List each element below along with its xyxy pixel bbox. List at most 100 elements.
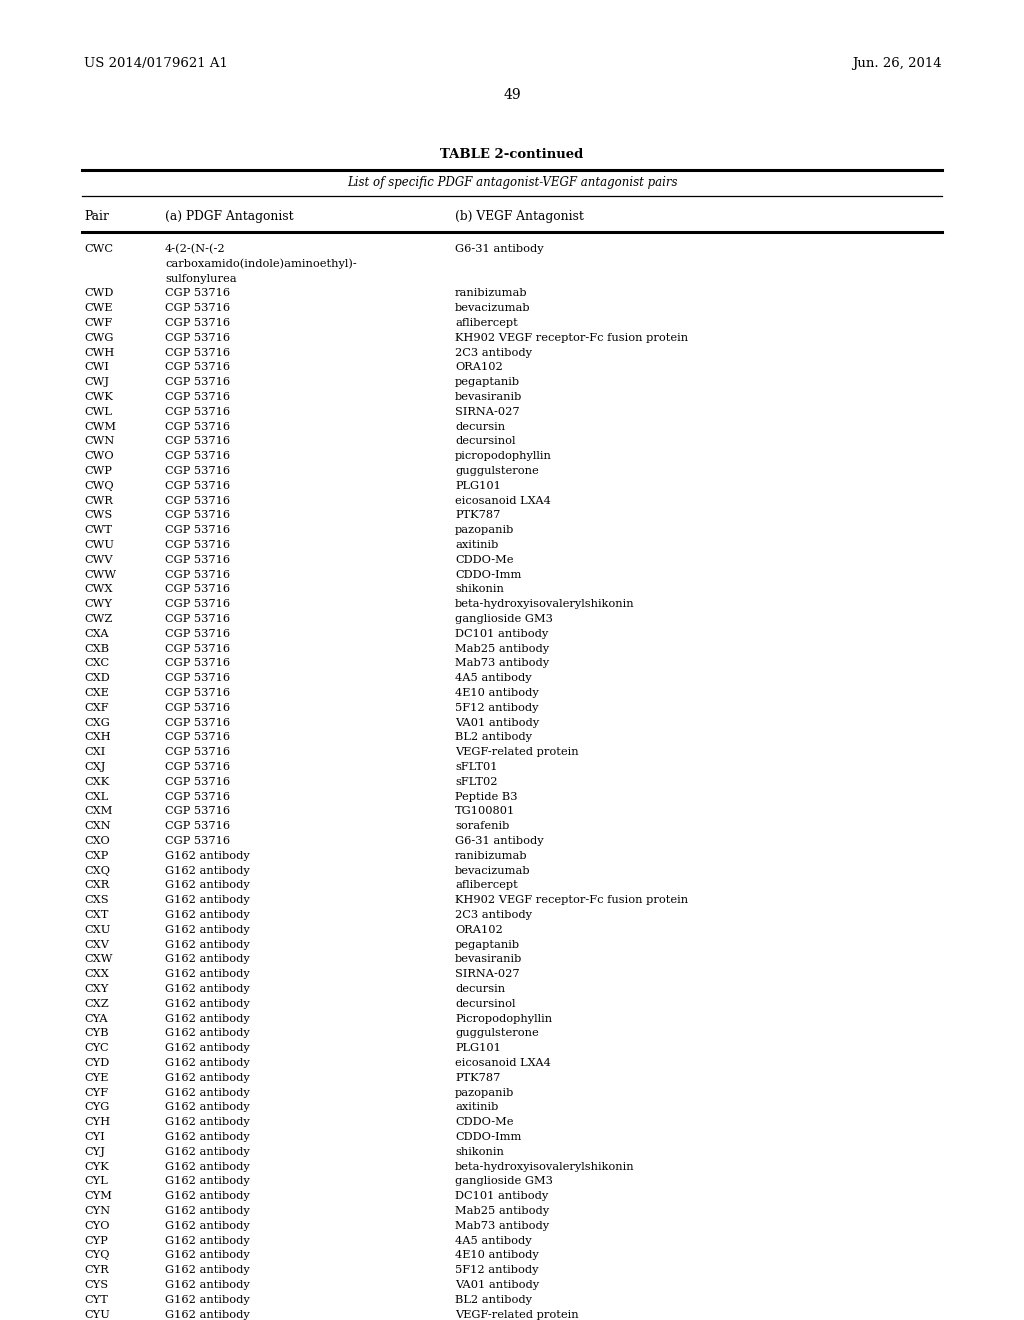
Text: CXK: CXK bbox=[84, 776, 110, 787]
Text: G162 antibody: G162 antibody bbox=[165, 983, 250, 994]
Text: CGP 53716: CGP 53716 bbox=[165, 762, 230, 772]
Text: CYL: CYL bbox=[84, 1176, 108, 1187]
Text: 2C3 antibody: 2C3 antibody bbox=[455, 909, 532, 920]
Text: G162 antibody: G162 antibody bbox=[165, 1265, 250, 1275]
Text: G162 antibody: G162 antibody bbox=[165, 969, 250, 979]
Text: PLG101: PLG101 bbox=[455, 1043, 501, 1053]
Text: PTK787: PTK787 bbox=[455, 1073, 501, 1082]
Text: CXE: CXE bbox=[84, 688, 109, 698]
Text: CGP 53716: CGP 53716 bbox=[165, 659, 230, 668]
Text: SIRNA-027: SIRNA-027 bbox=[455, 407, 519, 417]
Text: CGP 53716: CGP 53716 bbox=[165, 599, 230, 610]
Text: CXP: CXP bbox=[84, 851, 109, 861]
Text: G162 antibody: G162 antibody bbox=[165, 1014, 250, 1023]
Text: CYU: CYU bbox=[84, 1309, 110, 1320]
Text: CGP 53716: CGP 53716 bbox=[165, 585, 230, 594]
Text: CXO: CXO bbox=[84, 836, 110, 846]
Text: 4-(2-(N-(-2: 4-(2-(N-(-2 bbox=[165, 244, 225, 255]
Text: CWL: CWL bbox=[84, 407, 112, 417]
Text: CGP 53716: CGP 53716 bbox=[165, 511, 230, 520]
Text: axitinib: axitinib bbox=[455, 540, 499, 550]
Text: G6-31 antibody: G6-31 antibody bbox=[455, 836, 544, 846]
Text: G162 antibody: G162 antibody bbox=[165, 1117, 250, 1127]
Text: CWV: CWV bbox=[84, 554, 113, 565]
Text: CWQ: CWQ bbox=[84, 480, 114, 491]
Text: sorafenib: sorafenib bbox=[455, 821, 509, 832]
Text: ORA102: ORA102 bbox=[455, 363, 503, 372]
Text: aflibercept: aflibercept bbox=[455, 318, 518, 327]
Text: CXU: CXU bbox=[84, 925, 111, 935]
Text: CDDO-Imm: CDDO-Imm bbox=[455, 1133, 521, 1142]
Text: CGP 53716: CGP 53716 bbox=[165, 525, 230, 535]
Text: CXR: CXR bbox=[84, 880, 110, 891]
Text: sFLT01: sFLT01 bbox=[455, 762, 498, 772]
Text: 4A5 antibody: 4A5 antibody bbox=[455, 1236, 531, 1246]
Text: CYJ: CYJ bbox=[84, 1147, 104, 1156]
Text: CWX: CWX bbox=[84, 585, 113, 594]
Text: CGP 53716: CGP 53716 bbox=[165, 466, 230, 477]
Text: ganglioside GM3: ganglioside GM3 bbox=[455, 614, 553, 624]
Text: Mab73 antibody: Mab73 antibody bbox=[455, 659, 549, 668]
Text: CXQ: CXQ bbox=[84, 866, 110, 875]
Text: G162 antibody: G162 antibody bbox=[165, 880, 250, 891]
Text: picropodophyllin: picropodophyllin bbox=[455, 451, 552, 461]
Text: (a) PDGF Antagonist: (a) PDGF Antagonist bbox=[165, 210, 294, 223]
Text: carboxamido(indole)aminoethyl)-: carboxamido(indole)aminoethyl)- bbox=[165, 259, 356, 269]
Text: 5F12 antibody: 5F12 antibody bbox=[455, 702, 539, 713]
Text: pegaptanib: pegaptanib bbox=[455, 940, 520, 949]
Text: CXH: CXH bbox=[84, 733, 111, 742]
Text: CWY: CWY bbox=[84, 599, 112, 610]
Text: CGP 53716: CGP 53716 bbox=[165, 673, 230, 684]
Text: VEGF-related protein: VEGF-related protein bbox=[455, 1309, 579, 1320]
Text: decursinol: decursinol bbox=[455, 437, 515, 446]
Text: G162 antibody: G162 antibody bbox=[165, 1309, 250, 1320]
Text: CYH: CYH bbox=[84, 1117, 111, 1127]
Text: sulfonylurea: sulfonylurea bbox=[165, 273, 237, 284]
Text: G162 antibody: G162 antibody bbox=[165, 925, 250, 935]
Text: CXJ: CXJ bbox=[84, 762, 105, 772]
Text: axitinib: axitinib bbox=[455, 1102, 499, 1113]
Text: CWG: CWG bbox=[84, 333, 114, 343]
Text: ORA102: ORA102 bbox=[455, 925, 503, 935]
Text: G162 antibody: G162 antibody bbox=[165, 1295, 250, 1304]
Text: G162 antibody: G162 antibody bbox=[165, 940, 250, 949]
Text: ganglioside GM3: ganglioside GM3 bbox=[455, 1176, 553, 1187]
Text: CGP 53716: CGP 53716 bbox=[165, 540, 230, 550]
Text: TABLE 2-continued: TABLE 2-continued bbox=[440, 148, 584, 161]
Text: bevacizumab: bevacizumab bbox=[455, 304, 530, 313]
Text: shikonin: shikonin bbox=[455, 585, 504, 594]
Text: Mab73 antibody: Mab73 antibody bbox=[455, 1221, 549, 1230]
Text: G162 antibody: G162 antibody bbox=[165, 1043, 250, 1053]
Text: CGP 53716: CGP 53716 bbox=[165, 718, 230, 727]
Text: G162 antibody: G162 antibody bbox=[165, 909, 250, 920]
Text: CWM: CWM bbox=[84, 421, 116, 432]
Text: CYT: CYT bbox=[84, 1295, 108, 1304]
Text: 49: 49 bbox=[503, 88, 521, 102]
Text: bevasiranib: bevasiranib bbox=[455, 392, 522, 403]
Text: CGP 53716: CGP 53716 bbox=[165, 495, 230, 506]
Text: CDDO-Me: CDDO-Me bbox=[455, 554, 513, 565]
Text: 5F12 antibody: 5F12 antibody bbox=[455, 1265, 539, 1275]
Text: G162 antibody: G162 antibody bbox=[165, 999, 250, 1008]
Text: CYB: CYB bbox=[84, 1028, 109, 1039]
Text: CGP 53716: CGP 53716 bbox=[165, 821, 230, 832]
Text: Picropodophyllin: Picropodophyllin bbox=[455, 1014, 552, 1023]
Text: VA01 antibody: VA01 antibody bbox=[455, 1280, 539, 1290]
Text: G162 antibody: G162 antibody bbox=[165, 1191, 250, 1201]
Text: CXY: CXY bbox=[84, 983, 109, 994]
Text: VA01 antibody: VA01 antibody bbox=[455, 718, 539, 727]
Text: PTK787: PTK787 bbox=[455, 511, 501, 520]
Text: eicosanoid LXA4: eicosanoid LXA4 bbox=[455, 1059, 551, 1068]
Text: CGP 53716: CGP 53716 bbox=[165, 747, 230, 758]
Text: BL2 antibody: BL2 antibody bbox=[455, 733, 532, 742]
Text: beta-hydroxyisovalerylshikonin: beta-hydroxyisovalerylshikonin bbox=[455, 1162, 635, 1172]
Text: CGP 53716: CGP 53716 bbox=[165, 570, 230, 579]
Text: CXX: CXX bbox=[84, 969, 109, 979]
Text: BL2 antibody: BL2 antibody bbox=[455, 1295, 532, 1304]
Text: CGP 53716: CGP 53716 bbox=[165, 792, 230, 801]
Text: shikonin: shikonin bbox=[455, 1147, 504, 1156]
Text: CGP 53716: CGP 53716 bbox=[165, 628, 230, 639]
Text: CGP 53716: CGP 53716 bbox=[165, 378, 230, 387]
Text: CGP 53716: CGP 53716 bbox=[165, 437, 230, 446]
Text: decursinol: decursinol bbox=[455, 999, 515, 1008]
